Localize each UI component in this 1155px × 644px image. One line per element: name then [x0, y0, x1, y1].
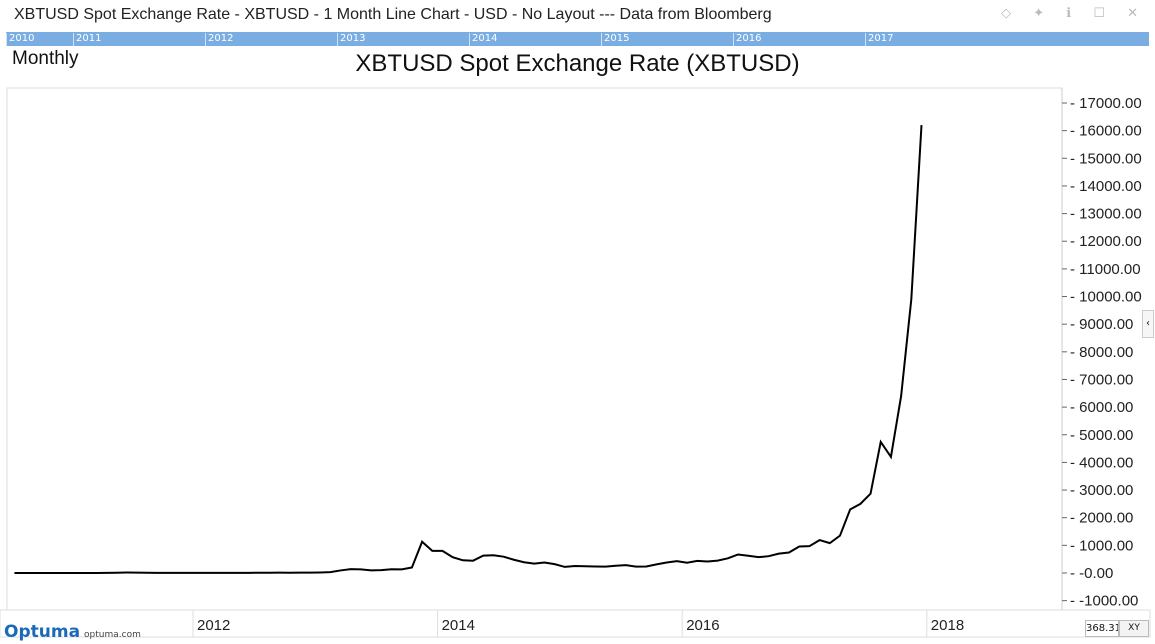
y-tick-label: - 4000.00 [1070, 454, 1133, 471]
y-tick-label: - 1000.00 [1070, 537, 1133, 554]
y-tick-label: - 2000.00 [1070, 510, 1133, 527]
x-tick-label: 2016 [686, 617, 719, 634]
y-tick-label: - 13000.00 [1070, 206, 1142, 223]
y-tick-label: - 9000.00 [1070, 316, 1133, 333]
navigator-year: 2015 [601, 33, 629, 46]
period-label: Monthly [12, 48, 79, 69]
navigator-year: 2013 [337, 33, 365, 46]
y-tick-label: - 10000.00 [1070, 289, 1142, 306]
optuma-logo: Optuma optuma.com [4, 622, 141, 642]
y-tick-label: - -1000.00 [1070, 593, 1138, 610]
logo-url: optuma.com [84, 630, 141, 640]
plot-area [6, 87, 1063, 611]
x-tick-label: 2014 [442, 617, 475, 634]
price-line [14, 125, 923, 574]
title-bar: XBTUSD Spot Exchange Rate - XBTUSD - 1 M… [0, 0, 1155, 32]
y-tick-label: - 11000.00 [1070, 261, 1141, 278]
y-tick-label: - 5000.00 [1070, 427, 1133, 444]
navigator-strip[interactable]: 2010 2011 2012 2013 2014 2015 2016 2017 [6, 32, 1149, 46]
navigator-year: 2016 [733, 33, 761, 46]
chart-title: XBTUSD Spot Exchange Rate (XBTUSD) [355, 50, 800, 77]
x-tick-label: 2018 [931, 617, 964, 634]
y-tick-label: - 8000.00 [1070, 344, 1133, 361]
y-tick-label: - 17000.00 [1070, 95, 1142, 112]
y-tick-label: - 14000.00 [1070, 178, 1142, 195]
y-tick-label: - 12000.00 [1070, 233, 1142, 250]
navigator-year: 2011 [73, 33, 101, 46]
y-tick-label: - 15000.00 [1070, 150, 1142, 167]
chevron-left-icon[interactable]: ‹ [1142, 310, 1154, 338]
window-title: XBTUSD Spot Exchange Rate - XBTUSD - 1 M… [14, 6, 772, 23]
navigator-year: 2014 [469, 33, 497, 46]
navigator-year: 2017 [865, 33, 893, 46]
y-tick-label: - -0.00 [1070, 565, 1113, 582]
y-tick-label: - 3000.00 [1070, 482, 1133, 499]
xy-mode-button[interactable]: XY [1119, 620, 1149, 637]
window-controls[interactable]: ◇ ✦ ℹ ☐ ✕ [1001, 6, 1147, 21]
x-tick-label: 2012 [197, 617, 230, 634]
navigator-year: 2012 [205, 33, 233, 46]
y-tick-label: - 7000.00 [1070, 371, 1133, 388]
x-axis [0, 609, 1151, 638]
navigator-year: 2010 [6, 33, 34, 46]
y-tick-label: - 6000.00 [1070, 399, 1133, 416]
logo-name: Optuma [4, 622, 81, 642]
y-tick-label: - 16000.00 [1070, 123, 1142, 140]
value-readout: 368.31 [1085, 620, 1119, 637]
